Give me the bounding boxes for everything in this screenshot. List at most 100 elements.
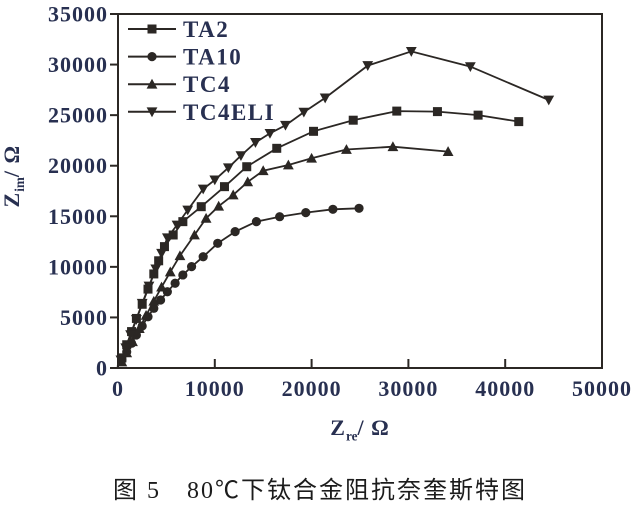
y-tick-label: 10000	[48, 254, 108, 279]
data-point-marker	[143, 281, 155, 292]
legend-label: TA10	[183, 45, 242, 70]
y-tick-label: 15000	[48, 204, 108, 229]
x-tick-label: 0	[112, 376, 124, 401]
data-point-marker	[156, 281, 167, 292]
data-point-marker	[257, 165, 269, 176]
data-point-marker	[282, 159, 294, 170]
data-point-marker	[197, 184, 209, 195]
data-point-marker	[354, 203, 364, 213]
data-point-marker	[405, 47, 417, 57]
data-point-marker	[514, 117, 524, 127]
data-point-marker	[120, 343, 132, 354]
data-point-marker	[328, 204, 338, 214]
data-point-marker	[182, 205, 194, 216]
data-point-marker	[125, 330, 136, 341]
data-point-marker	[186, 262, 197, 272]
data-point-marker	[341, 144, 352, 154]
y-axis-subscript: im	[12, 177, 28, 192]
x-tick-label: 50000	[572, 376, 632, 401]
data-point-marker	[156, 248, 167, 259]
data-point-marker	[168, 230, 178, 240]
data-point-marker	[362, 61, 374, 71]
data-point-marker	[272, 143, 282, 153]
data-point-marker	[227, 189, 239, 200]
data-point-marker	[148, 295, 160, 306]
y-tick-label: 5000	[60, 305, 108, 330]
data-point-marker	[130, 315, 142, 325]
data-point-marker	[170, 278, 180, 288]
legend-label: TA2	[183, 17, 229, 42]
series-TC4	[116, 141, 454, 367]
x-tick-label: 10000	[185, 376, 245, 401]
data-point-marker	[150, 264, 162, 275]
y-tick-label: 25000	[48, 103, 108, 128]
legend-item-TC4ELI: TC4ELI	[128, 100, 274, 125]
series-TA2	[117, 106, 524, 363]
plot-frame	[117, 13, 603, 369]
legend-item-TA10: TA10	[128, 45, 242, 70]
series-TA10	[117, 203, 364, 365]
data-point-marker	[298, 107, 310, 118]
data-point-marker	[275, 212, 285, 222]
data-point-marker	[136, 298, 148, 309]
series-line	[121, 145, 449, 363]
data-point-marker	[213, 200, 225, 211]
data-point-marker	[280, 120, 291, 131]
data-point-marker	[161, 233, 173, 244]
y-tick-label: 0	[96, 356, 108, 381]
data-point-marker	[309, 126, 319, 136]
nyquist-plot: 0 10000 20000 30000 40000 50000 0 5000 10000 1500…	[48, 2, 632, 402]
data-point-marker	[200, 212, 212, 223]
data-point-marker	[250, 138, 261, 148]
data-point-marker	[473, 110, 483, 120]
data-point-marker	[174, 250, 186, 261]
x-axis-symbol: Z	[330, 415, 346, 440]
data-point-marker	[230, 227, 240, 237]
data-point-marker	[171, 220, 183, 231]
x-axis-subscript: re	[345, 428, 358, 444]
y-tick-label: 30000	[48, 52, 108, 77]
data-point-marker	[387, 141, 399, 152]
data-point-marker	[306, 152, 317, 163]
data-point-marker	[178, 270, 188, 280]
x-tick-label: 40000	[475, 376, 535, 401]
data-point-marker	[222, 163, 234, 174]
data-point-marker	[213, 238, 223, 248]
data-point-marker	[147, 52, 157, 62]
data-point-marker	[147, 24, 157, 34]
y-axis-title: Zim/ Ω	[0, 96, 34, 256]
data-point-marker	[464, 62, 476, 72]
data-point-marker	[348, 115, 358, 125]
data-point-marker	[319, 93, 331, 104]
data-point-marker	[164, 266, 176, 277]
series-TC4ELI	[115, 47, 555, 366]
data-point-marker	[251, 217, 262, 227]
data-point-marker	[196, 202, 206, 212]
data-point-marker	[264, 128, 276, 139]
data-point-marker	[146, 78, 158, 89]
data-point-marker	[121, 347, 133, 358]
legend-item-TA2: TA2	[128, 17, 229, 42]
data-point-marker	[543, 95, 555, 106]
data-point-marker	[235, 151, 247, 161]
data-point-marker	[219, 182, 229, 192]
data-point-marker	[442, 146, 454, 156]
y-tick-label: 35000	[48, 2, 108, 27]
data-point-marker	[301, 208, 311, 218]
data-point-marker	[209, 175, 221, 186]
y-axis-unit: / Ω	[0, 144, 24, 178]
data-point-marker	[432, 107, 442, 117]
data-point-marker	[140, 310, 152, 320]
data-point-marker	[115, 355, 127, 366]
x-axis-unit: / Ω	[357, 415, 390, 440]
data-point-marker	[146, 107, 158, 118]
legend-item-TC4: TC4	[128, 72, 229, 97]
data-point-marker	[242, 162, 252, 172]
data-point-marker	[189, 229, 200, 240]
x-tick-label: 30000	[378, 376, 438, 401]
x-tick-label: 20000	[282, 376, 342, 401]
series-line	[121, 207, 360, 361]
y-axis-symbol: Z	[0, 191, 24, 208]
